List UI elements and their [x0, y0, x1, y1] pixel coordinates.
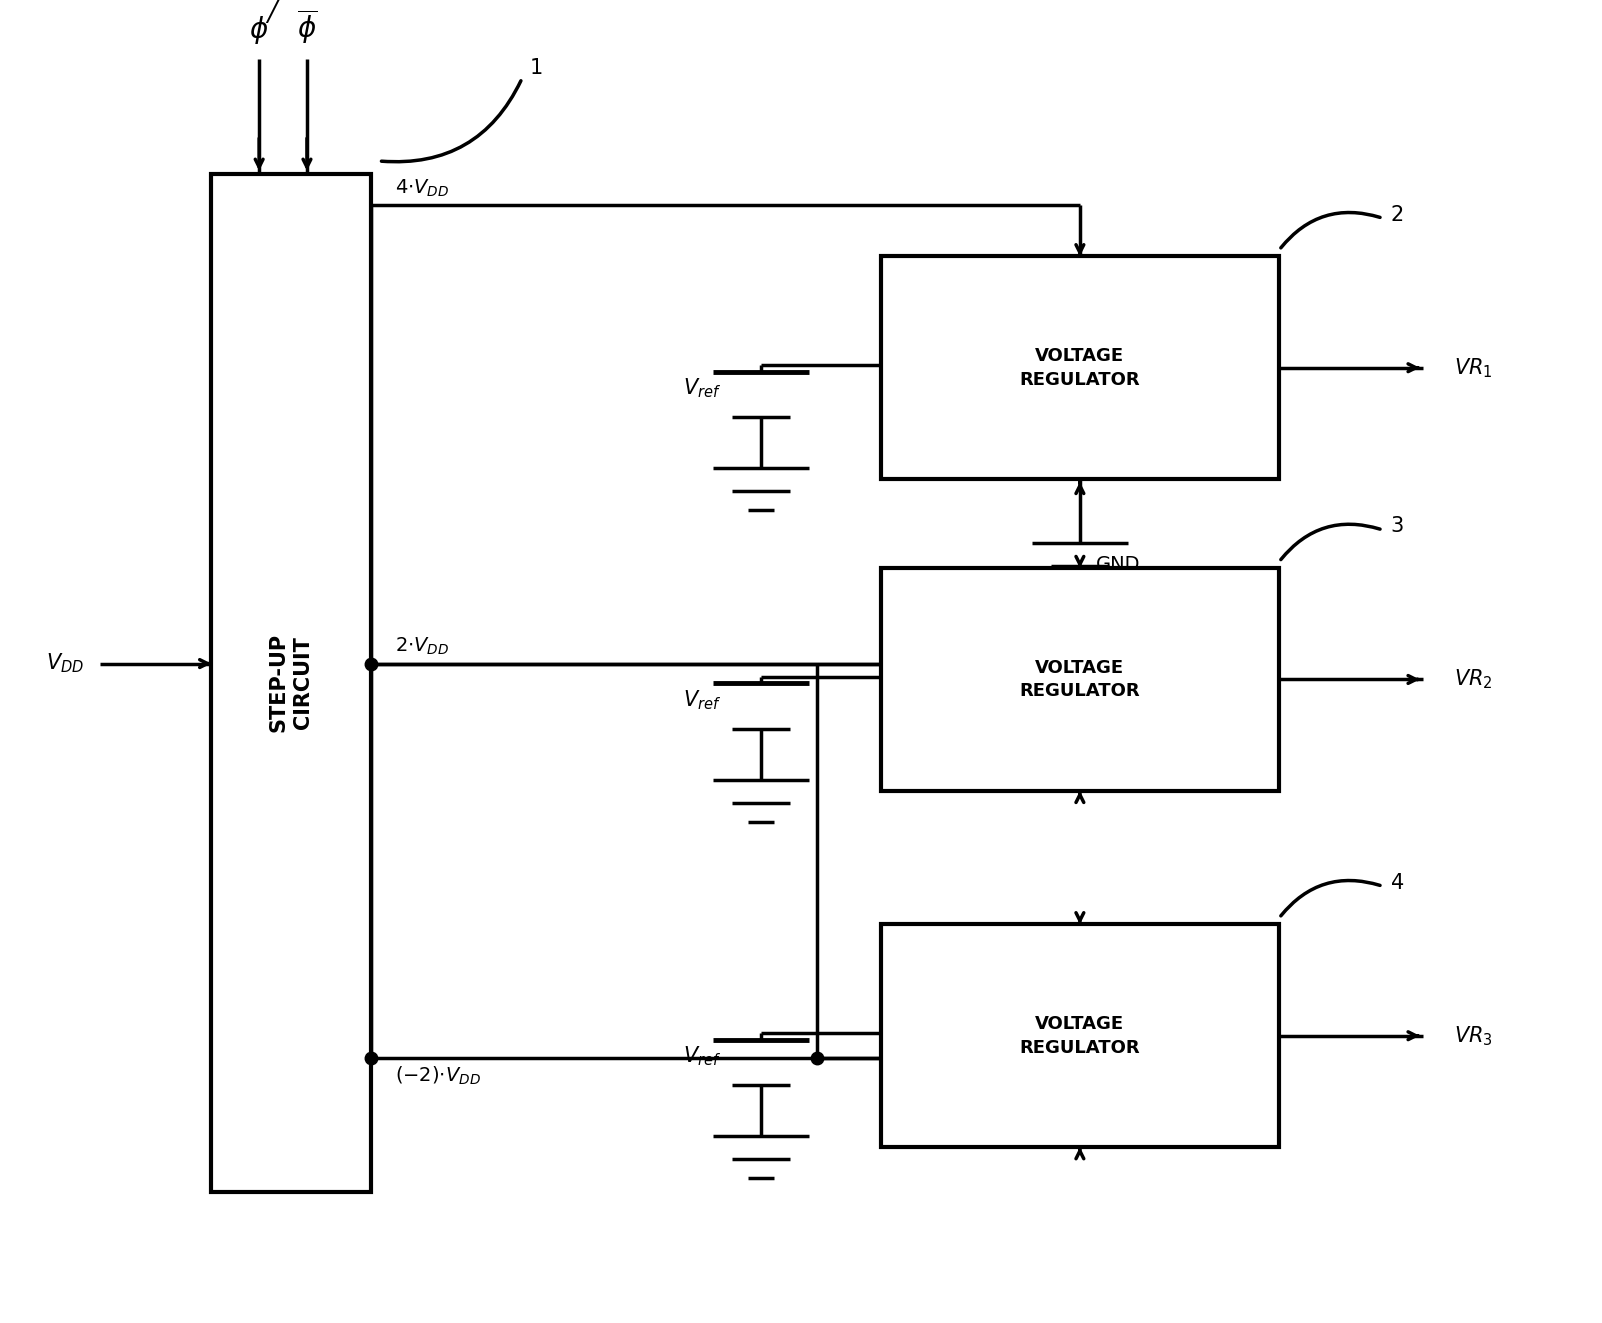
Text: VOLTAGE
REGULATOR: VOLTAGE REGULATOR: [1019, 347, 1141, 389]
Bar: [881, 568, 1278, 791]
Text: $(-2){\cdot}V_{DD}$: $(-2){\cdot}V_{DD}$: [394, 1065, 481, 1086]
Text: VOLTAGE
REGULATOR: VOLTAGE REGULATOR: [1019, 1015, 1141, 1057]
Text: GND: GND: [1096, 556, 1141, 574]
Text: $\overline{\phi}$: $\overline{\phi}$: [296, 8, 317, 46]
Text: 2: 2: [1391, 205, 1403, 225]
Text: 1: 1: [530, 58, 543, 78]
Text: VOLTAGE
REGULATOR: VOLTAGE REGULATOR: [1019, 659, 1141, 700]
Bar: [211, 173, 370, 1192]
Text: $\phi$: $\phi$: [250, 15, 269, 46]
Text: $VR_1$: $VR_1$: [1455, 356, 1493, 380]
Bar: [881, 925, 1278, 1147]
Text: $V_{ref}$: $V_{ref}$: [682, 688, 721, 712]
Text: $V_{ref}$: $V_{ref}$: [682, 1044, 721, 1068]
Text: /: /: [268, 0, 277, 28]
Text: 4: 4: [1391, 873, 1403, 893]
Text: STEP-UP
CIRCUIT: STEP-UP CIRCUIT: [269, 634, 314, 732]
Text: $2{\cdot}V_{DD}$: $2{\cdot}V_{DD}$: [394, 636, 449, 658]
Text: $VR_2$: $VR_2$: [1455, 668, 1493, 691]
Bar: [881, 257, 1278, 479]
Text: $VR_3$: $VR_3$: [1455, 1024, 1493, 1048]
Text: $V_{DD}$: $V_{DD}$: [46, 652, 83, 675]
Text: $V_{ref}$: $V_{ref}$: [682, 376, 721, 400]
Text: 3: 3: [1391, 516, 1403, 536]
Text: $4{\cdot}V_{DD}$: $4{\cdot}V_{DD}$: [394, 177, 449, 200]
